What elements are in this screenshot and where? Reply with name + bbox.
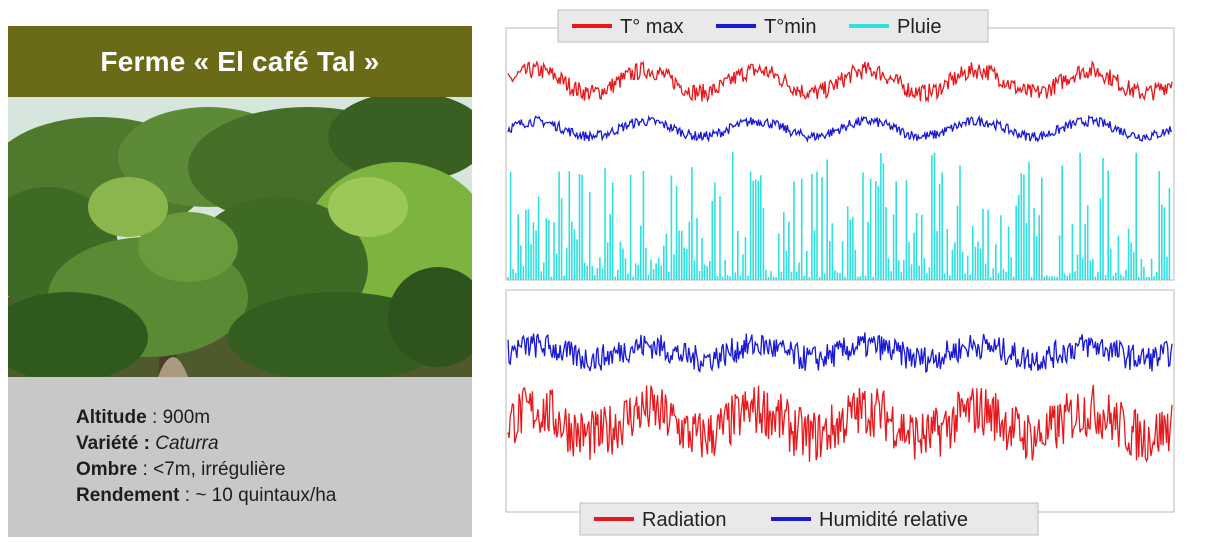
chart-0-frame xyxy=(505,27,1175,281)
farm-info-line: Rendement : ~ 10 quintaux/ha xyxy=(76,483,336,509)
chart-0-legend xyxy=(557,9,989,43)
farm-info-value: <7m, irrégulière xyxy=(153,459,286,480)
climate-charts: T° max T°min Pluie Radiation Humidité relati… xyxy=(490,0,1210,537)
farm-info-separator: : xyxy=(146,407,163,428)
legend-label: Radiation xyxy=(642,509,727,531)
farm-photo xyxy=(8,97,472,377)
farm-info-separator: : xyxy=(138,433,156,454)
farm-info-label: Altitude xyxy=(76,407,147,428)
farm-title: Ferme « El café Tal » xyxy=(8,26,472,97)
series-line xyxy=(507,384,1173,463)
farm-info-label: Ombre xyxy=(76,459,138,480)
series-line xyxy=(507,114,1173,144)
legend-label: Humidité relative xyxy=(819,509,968,531)
chart-1-frame xyxy=(505,289,1175,513)
climate-charts-svg: T° max T°min Pluie Radiation Humidité relati… xyxy=(505,9,1175,536)
farm-info-box: Altitude : 900m Variété : Caturra Ombre : … xyxy=(8,377,472,537)
farm-info-label: Variété xyxy=(76,433,139,454)
series-line xyxy=(507,60,1173,104)
farm-info-value: 900m xyxy=(162,407,211,428)
farm-info-value: ~ 10 quintaux/ha xyxy=(195,485,337,506)
farm-info-line: Variété : Caturra xyxy=(76,431,336,457)
farm-info-label: Rendement xyxy=(76,485,180,506)
farm-info-line: Altitude : 900m xyxy=(76,405,336,431)
farm-info-value: Caturra xyxy=(155,433,219,454)
farm-panel: Ferme « El café Tal » Altitude : 900m Var… xyxy=(8,26,472,537)
legend-label: T°min xyxy=(764,16,816,38)
legend-label: T° max xyxy=(620,16,684,38)
farm-info-line: Ombre : <7m, irrégulière xyxy=(76,457,336,483)
farm-info-separator: : xyxy=(179,485,196,506)
series-rain-bars xyxy=(507,152,1171,280)
legend-label: Pluie xyxy=(897,16,941,38)
coffee-farm-image xyxy=(8,97,472,377)
farm-info-list: Altitude : 900m Variété : Caturra Ombre : … xyxy=(76,405,336,509)
farm-info-separator: : xyxy=(137,459,154,480)
series-line xyxy=(507,332,1173,374)
